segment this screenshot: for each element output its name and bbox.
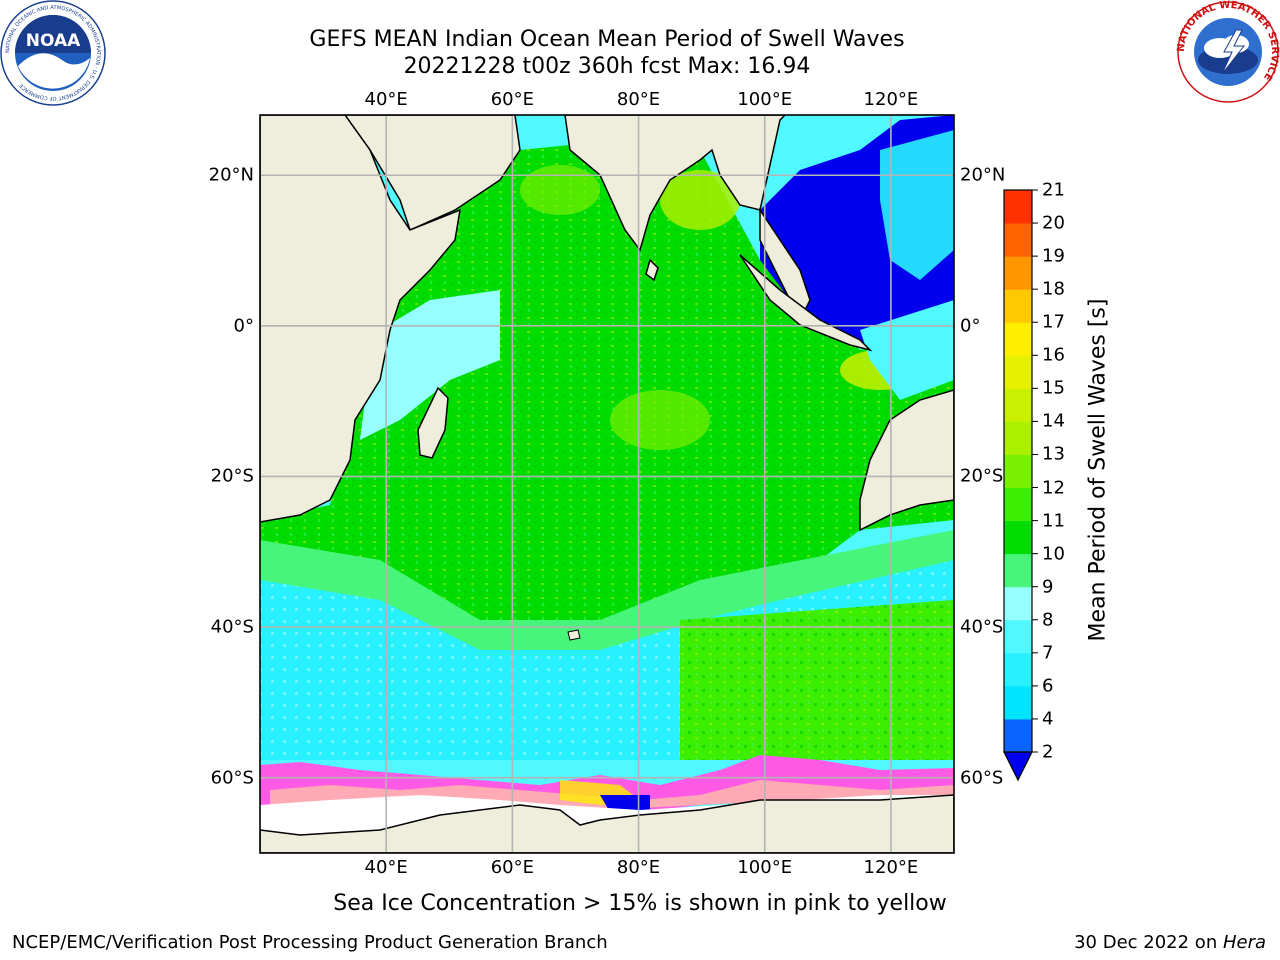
colorbar-tick-label-16: 20: [1042, 212, 1065, 234]
colorbar-swatch-13: [1004, 289, 1032, 323]
colorbar-swatch-10: [1004, 388, 1032, 422]
footer-host: Hera: [1222, 932, 1266, 953]
colorbar-swatch-8: [1004, 454, 1032, 489]
colorbar-tick-label-4: 8: [1042, 609, 1054, 631]
map-subtitle: 20221228 t00z 360h fcst Max: 16.94: [403, 54, 811, 79]
lat-tick-left-4: 60°S: [210, 767, 254, 789]
colorbar-tick-label-7: 11: [1042, 510, 1065, 532]
graticule: [260, 115, 954, 853]
colorbar-tick-label-3: 7: [1042, 642, 1054, 664]
footer-date-text: 30 Dec 2022 on: [1074, 932, 1223, 953]
colorbar-swatch-7: [1004, 487, 1032, 522]
lat-tick-right-2: 20°S: [960, 465, 1004, 487]
colorbar-swatch-14: [1004, 256, 1032, 290]
colorbar-under-arrow: [1003, 751, 1033, 782]
lat-tick-left-0: 20°N: [208, 164, 254, 186]
colorbar-swatch-1: [1004, 685, 1032, 720]
noaa-logo: NOAA NATIONAL OCEANIC AND ATMOSPHERIC AD…: [0, 0, 106, 106]
colorbar-swatch-0: [1004, 718, 1032, 753]
svg-text:NOAA: NOAA: [26, 31, 81, 51]
lat-tick-right-4: 60°S: [960, 767, 1004, 789]
lat-tick-right-3: 40°S: [960, 616, 1004, 638]
lon-tick-bottom-3: 100°E: [737, 857, 793, 878]
lon-tick-bottom-0: 40°E: [364, 857, 408, 878]
colorbar-swatch-12: [1004, 322, 1032, 356]
lon-tick-top-2: 80°E: [616, 89, 661, 110]
colorbar-tick-label-9: 13: [1042, 443, 1065, 465]
lon-tick-bottom-2: 80°E: [616, 857, 661, 878]
lat-tick-left-1: 0°: [233, 315, 254, 337]
colorbar-tick-label-6: 10: [1042, 543, 1065, 565]
lon-tick-top-4: 120°E: [863, 89, 919, 110]
colorbar-swatch-9: [1004, 421, 1032, 455]
colorbar-tick-label-10: 14: [1042, 410, 1065, 432]
colorbar-swatch-11: [1004, 355, 1032, 389]
colorbar-frame: [1003, 189, 1033, 753]
colorbar: [1003, 189, 1038, 782]
colorbar-tick-label-1: 4: [1042, 708, 1054, 730]
colorbar-tick-label-0: 2: [1042, 741, 1054, 763]
lat-tick-left-3: 40°S: [210, 616, 254, 638]
lat-tick-right-1: 0°: [960, 315, 981, 337]
colorbar-tick-label-12: 16: [1042, 344, 1065, 366]
colorbar-swatch-5: [1004, 553, 1032, 588]
colorbar-swatch-15: [1004, 223, 1032, 257]
lat-tick-left-2: 20°S: [210, 465, 254, 487]
colorbar-tick-label-14: 18: [1042, 278, 1065, 300]
map-frame: [259, 114, 955, 854]
colorbar-tick-label-13: 17: [1042, 311, 1065, 333]
lon-tick-top-1: 60°E: [490, 89, 534, 110]
sea-ice-note: Sea Ice Concentration > 15% is shown in …: [333, 891, 947, 916]
colorbar-swatch-4: [1004, 586, 1032, 621]
colorbar-tick-label-8: 12: [1042, 477, 1065, 499]
colorbar-label: Mean Period of Swell Waves [s]: [1085, 298, 1111, 642]
colorbar-swatch-16: [1004, 190, 1032, 224]
footer-date: 30 Dec 2022 on Hera: [1074, 932, 1266, 953]
footer-producer: NCEP/EMC/Verification Post Processing Pr…: [12, 932, 608, 953]
lon-tick-top-3: 100°E: [737, 89, 793, 110]
colorbar-tick-label-17: 21: [1042, 179, 1065, 201]
colorbar-tick-label-5: 9: [1042, 576, 1054, 598]
nws-logo: NATIONAL WEATHER SERVICE: [1176, 0, 1280, 103]
colorbar-tick-label-11: 15: [1042, 377, 1065, 399]
colorbar-tick-label-2: 6: [1042, 675, 1054, 697]
colorbar-swatch-6: [1004, 520, 1032, 555]
lon-tick-bottom-4: 120°E: [863, 857, 919, 878]
land-masses: [260, 115, 954, 853]
lat-tick-right-0: 20°N: [960, 164, 1006, 186]
colorbar-swatch-3: [1004, 619, 1032, 654]
lon-tick-top-0: 40°E: [364, 89, 408, 110]
map-title: GEFS MEAN Indian Ocean Mean Period of Sw…: [309, 27, 905, 52]
lon-tick-bottom-1: 60°E: [490, 857, 534, 878]
colorbar-swatch-2: [1004, 652, 1032, 687]
map-field: [260, 115, 954, 853]
colorbar-tick-label-15: 19: [1042, 245, 1065, 267]
